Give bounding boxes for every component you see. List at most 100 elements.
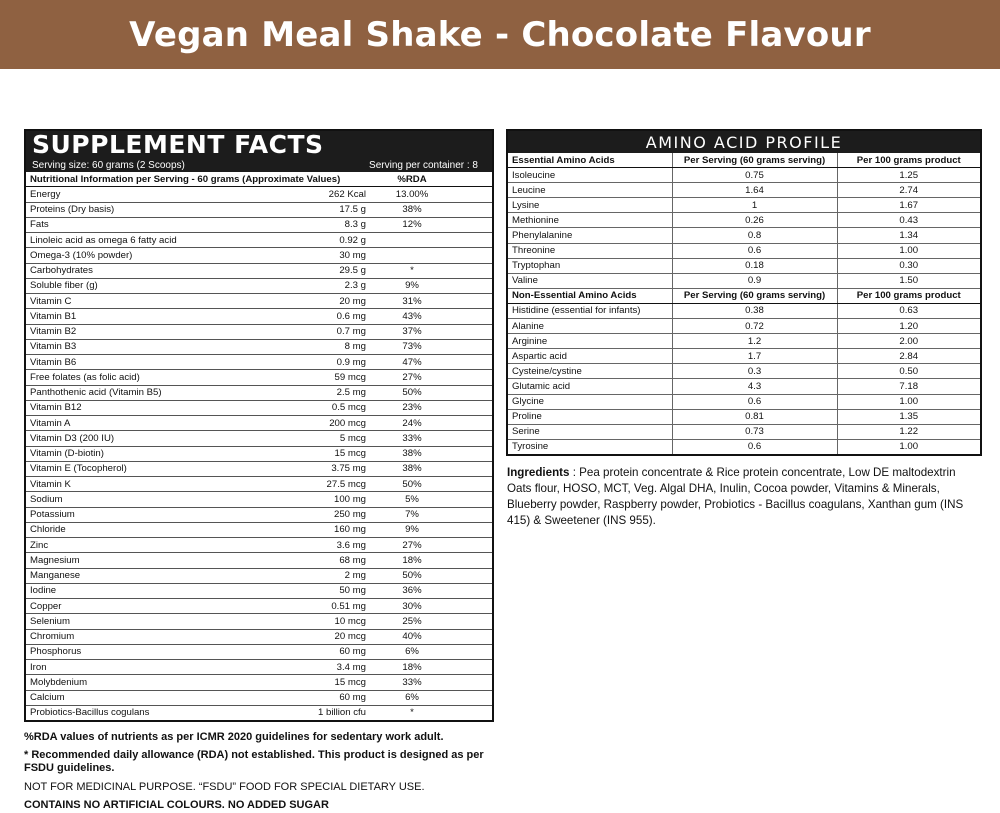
nutrient-rda xyxy=(372,247,453,264)
amino-header-cell: Per Serving (60 grams serving) xyxy=(671,288,837,304)
table-row: Cysteine/cystine 0.3 0.50 xyxy=(508,363,980,380)
amino-acid-name: Tyrosine xyxy=(512,441,549,453)
per-serving-value: 0.81 xyxy=(671,409,837,425)
row-spacer xyxy=(452,613,492,630)
amino-acid-name: Valine xyxy=(508,273,672,289)
nutrient-rda: 12% xyxy=(372,217,453,234)
per-serving-value: 0.8 xyxy=(671,227,837,244)
table-row: Tyrosine 0.6 1.00 xyxy=(508,439,980,454)
per-serving-value: 4.3 xyxy=(671,378,837,395)
nutrient-rda: * xyxy=(410,707,414,719)
row-spacer xyxy=(452,430,492,447)
table-row: Isoleucine 0.75 1.25 xyxy=(508,167,980,184)
amino-acid-name: Leucine xyxy=(508,182,672,199)
per-serving-value: 1.2 xyxy=(671,333,837,350)
per-100g-value: 1.00 xyxy=(836,439,980,454)
nutrient-amount: 100 mg xyxy=(298,491,373,508)
nutrient-name: Selenium xyxy=(26,613,298,630)
nutrient-amount: 5 mcg xyxy=(298,430,373,447)
nutrient-name: Vitamin E (Tocopherol) xyxy=(26,461,298,478)
amino-acid-name: Proline xyxy=(508,409,672,425)
per-100g-value: 7.18 xyxy=(836,378,980,395)
per-100g-value: 0.63 xyxy=(836,303,980,320)
nutrient-rda: 38% xyxy=(372,202,453,218)
table-row: Chloride 160 mg 9% xyxy=(26,522,492,539)
table-row: Leucine 1.64 2.74 xyxy=(508,182,980,199)
nutrient-rda: 50% xyxy=(372,385,453,401)
nutrition-table-body: Energy 262 Kcal 13.00% Proteins (Dry basis)… xyxy=(26,186,492,720)
table-row: Copper 0.51 mg 30% xyxy=(26,598,492,615)
nutrient-name: Vitamin K xyxy=(26,476,298,493)
nutrient-name: Vitamin B3 xyxy=(26,339,298,356)
per-100g-value: 1.67 xyxy=(836,197,980,214)
nutrient-rda: 30% xyxy=(372,598,453,615)
colours-note: CONTAINS NO ARTIFICIAL COLOURS. NO ADDED… xyxy=(24,799,329,811)
row-spacer xyxy=(452,202,492,218)
nutrient-name: Fats xyxy=(26,217,298,234)
nutrient-name: Energy xyxy=(26,186,298,203)
nutrient-rda: 25% xyxy=(372,613,453,630)
table-row: Vitamin (D-biotin) 15 mcg 38% xyxy=(26,446,492,462)
table-row: Vitamin B1 0.6 mg 43% xyxy=(26,308,492,325)
nutrient-name: Probiotics-Bacillus cogulans xyxy=(30,707,150,719)
row-spacer xyxy=(452,659,492,676)
row-spacer xyxy=(452,598,492,615)
per-serving-value: 0.18 xyxy=(671,258,837,274)
nutrient-rda: 9% xyxy=(372,522,453,539)
per-serving-value: 0.72 xyxy=(671,318,837,335)
ingredients-list: : Pea protein concentrate & Rice protein… xyxy=(507,466,964,527)
nutrient-rda: 43% xyxy=(372,308,453,325)
nutrient-amount: 2.5 mg xyxy=(298,385,373,401)
nutrient-amount: 262 Kcal xyxy=(298,186,373,203)
row-spacer xyxy=(452,476,492,493)
nutrient-name: Proteins (Dry basis) xyxy=(26,202,298,218)
table-row: Energy 262 Kcal 13.00% xyxy=(26,186,492,203)
row-spacer xyxy=(452,446,492,462)
amino-header-cell: Essential Amino Acids xyxy=(508,153,672,169)
table-row: Soluble fiber (g) 2.3 g 9% xyxy=(26,278,492,295)
row-spacer xyxy=(452,324,492,340)
nutrient-amount: 0.5 mcg xyxy=(298,400,373,417)
nutrient-name: Iron xyxy=(26,659,298,676)
per-serving-value: 0.6 xyxy=(671,439,837,454)
amino-acid-title: AMINO ACID PROFILE xyxy=(508,131,980,153)
table-row: Histidine (essential for infants) 0.38 0.6… xyxy=(508,303,980,320)
table-row: Selenium 10 mcg 25% xyxy=(26,613,492,630)
nutrient-name: Linoleic acid as omega 6 fatty acid xyxy=(26,232,298,249)
row-spacer xyxy=(452,705,492,720)
nutrient-rda: 5% xyxy=(372,491,453,508)
nutrient-rda: 73% xyxy=(372,339,453,356)
row-spacer xyxy=(452,568,492,584)
table-row: Lysine 1 1.67 xyxy=(508,197,980,214)
nutrient-name: Vitamin B1 xyxy=(26,308,298,325)
table-row: Alanine 0.72 1.20 xyxy=(508,318,980,335)
row-spacer xyxy=(452,552,492,569)
nutrient-amount: 250 mg xyxy=(298,507,373,523)
per-serving-value: 1.64 xyxy=(671,182,837,199)
amino-acid-name: Glycine xyxy=(508,394,672,410)
per-100g-value: 0.30 xyxy=(836,258,980,274)
nutrient-amount: 68 mg xyxy=(298,552,373,569)
nutrient-name: Vitamin A xyxy=(26,415,298,432)
table-row: Vitamin C 20 mg 31% xyxy=(26,293,492,310)
nutrient-amount: 2 mg xyxy=(298,568,373,584)
nutrient-name: Sodium xyxy=(26,491,298,508)
nutrient-amount: 0.92 g xyxy=(298,232,373,249)
table-row: Iodine 50 mg 36% xyxy=(26,583,492,600)
nutrient-amount: 60 mg xyxy=(298,644,373,661)
per-serving-value: 0.6 xyxy=(671,243,837,259)
nutrient-name: Soluble fiber (g) xyxy=(26,278,298,295)
nutrient-rda: 38% xyxy=(372,461,453,478)
amino-acid-name: Serine xyxy=(508,424,672,440)
nutrient-rda: 36% xyxy=(372,583,453,600)
amino-acid-name: Alanine xyxy=(508,318,672,335)
nutrient-rda: 9% xyxy=(372,278,453,295)
nutrient-amount: 10 mcg xyxy=(298,613,373,630)
per-serving-value: 1 xyxy=(671,197,837,214)
nutrient-name: Chloride xyxy=(26,522,298,539)
nutrient-rda: 18% xyxy=(372,659,453,676)
table-row: Aspartic acid 1.7 2.84 xyxy=(508,348,980,365)
row-spacer xyxy=(452,461,492,478)
footnotes: %RDA values of nutrients as per ICMR 202… xyxy=(24,731,494,813)
nutrient-amount: 8.3 g xyxy=(298,217,373,234)
